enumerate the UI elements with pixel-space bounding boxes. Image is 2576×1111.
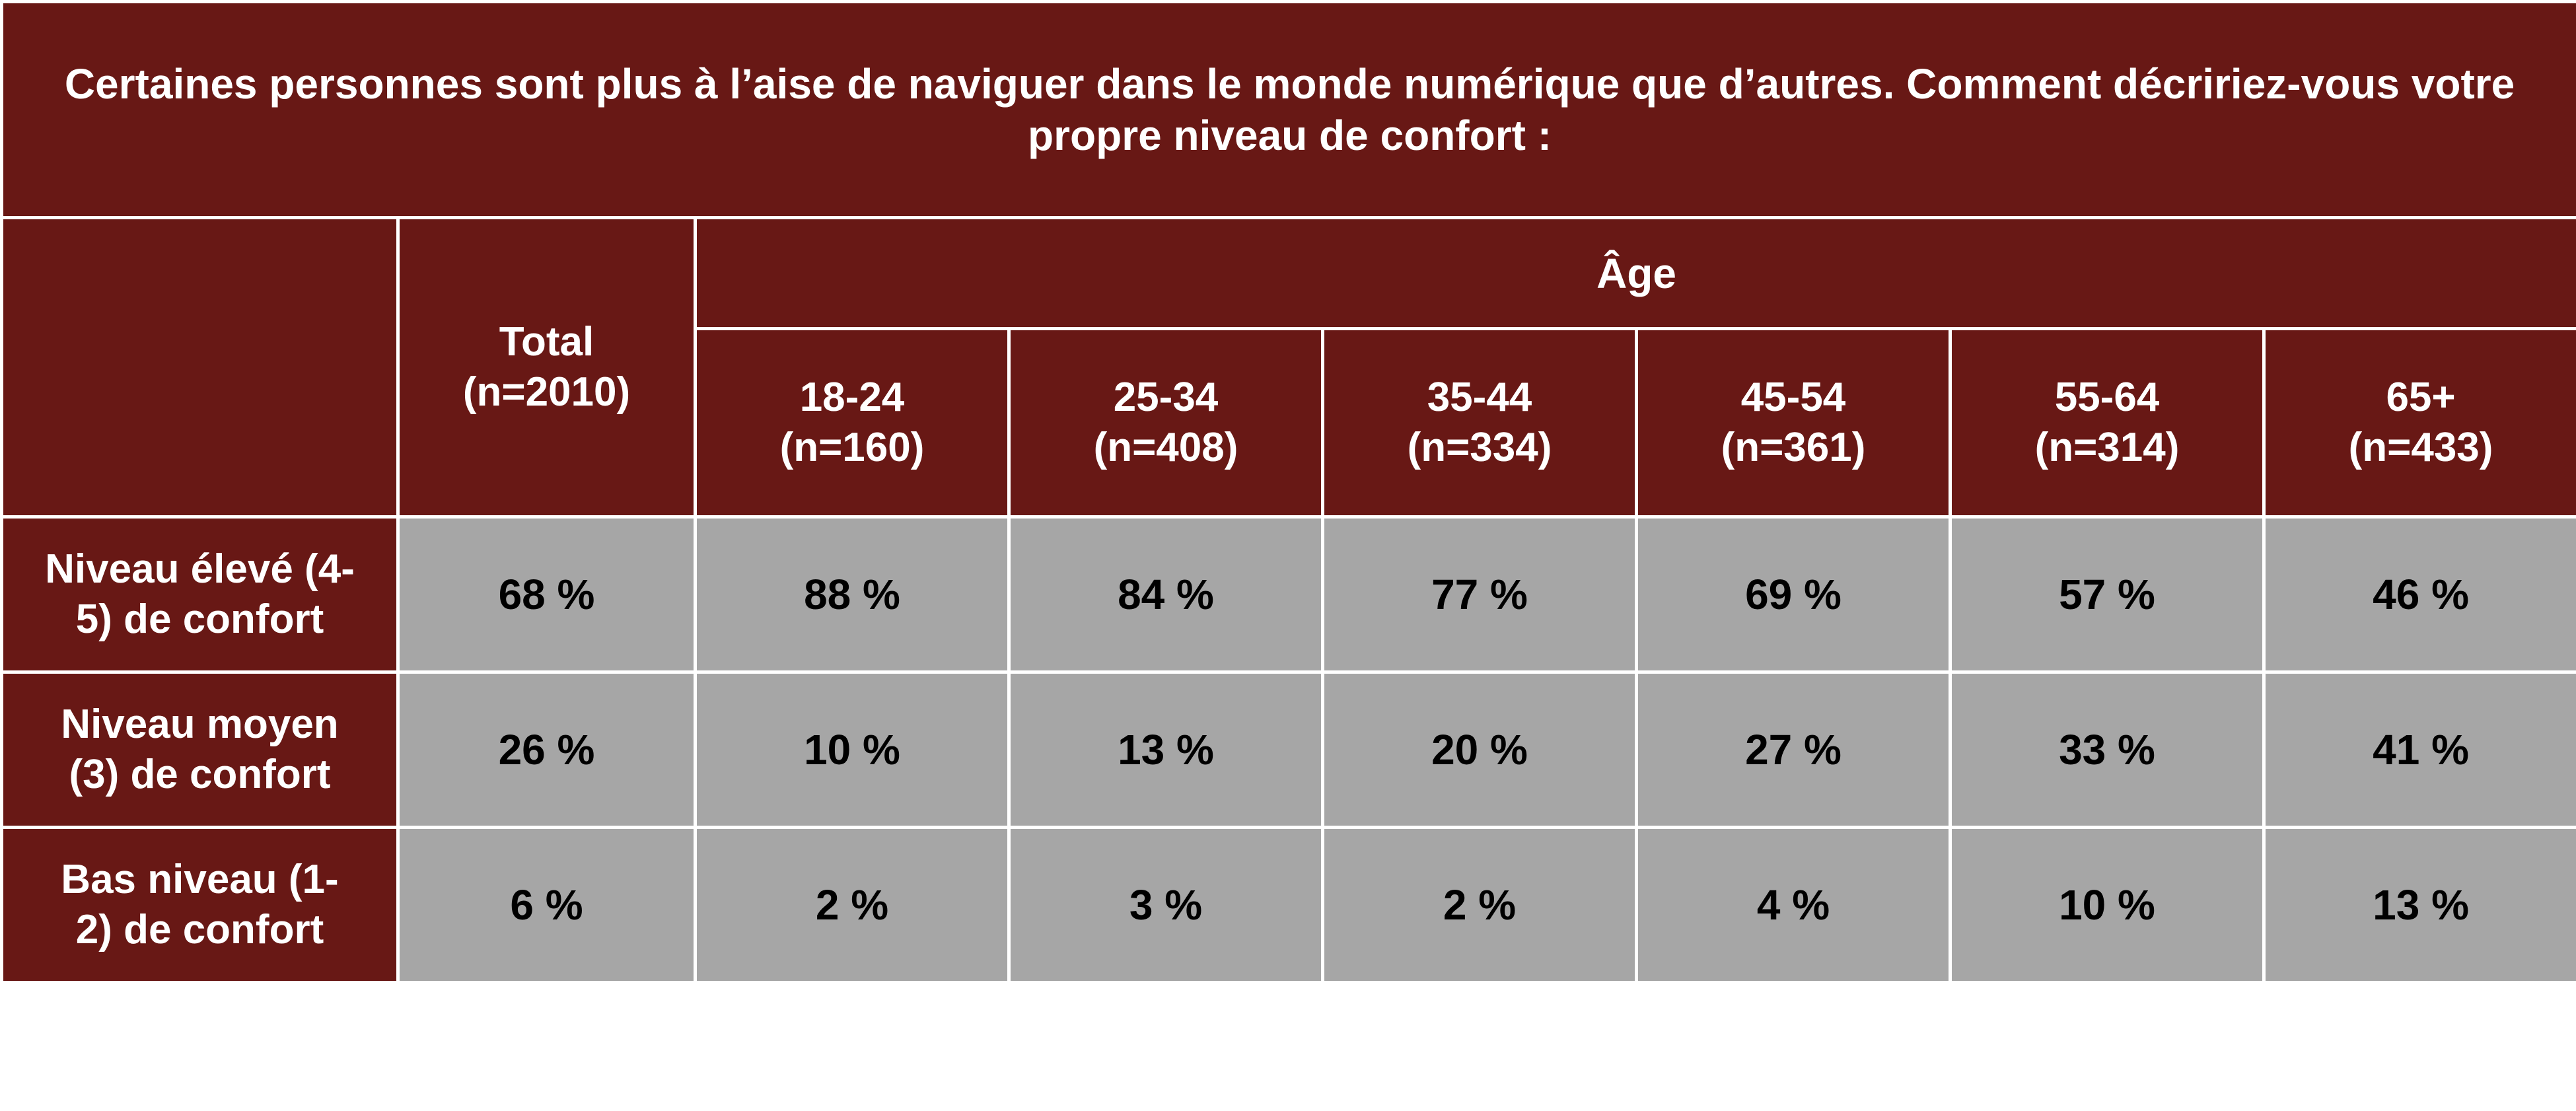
- age-columns-row: 18-24 (n=160) 25-34 (n=408) 35-44 (n=334) 45-5…: [2, 327, 2576, 519]
- column-header-5: 55-64 (n=314): [1949, 327, 2266, 519]
- value-cell: 13 %: [1007, 670, 1324, 829]
- column-header-label: 65+: [2386, 375, 2456, 420]
- value-cell: 69 %: [1635, 515, 1952, 674]
- row-label-line: Niveau moyen: [61, 701, 339, 747]
- column-header-n: (n=160): [779, 425, 925, 470]
- row-label-line: Niveau élevé (4-: [45, 546, 355, 592]
- column-header-6: 65+ (n=433): [2262, 327, 2576, 519]
- value-cell: 46 %: [2262, 515, 2576, 674]
- column-header-n: (n=314): [2034, 425, 2180, 470]
- value-cell: 6 %: [396, 826, 697, 984]
- column-header-label: 35-44: [1427, 375, 1532, 420]
- value-cell: 84 %: [1007, 515, 1324, 674]
- column-header-label: Total: [499, 319, 594, 365]
- corner-cell: [0, 216, 400, 519]
- value-cell: 10 %: [694, 670, 1011, 829]
- value-cell: 10 %: [1949, 826, 2266, 984]
- column-header-label: 25-34: [1113, 375, 1219, 420]
- value-cell: 77 %: [1321, 515, 1638, 674]
- column-header-n: (n=334): [1407, 425, 1552, 470]
- value-cell: 2 %: [1321, 826, 1638, 984]
- column-header-label: 18-24: [799, 375, 905, 420]
- age-group-header: Âge: [693, 216, 2576, 330]
- value-cell: 13 %: [2262, 826, 2576, 984]
- value-cell: 88 %: [694, 515, 1011, 674]
- column-header-4: 45-54 (n=361): [1635, 327, 1952, 519]
- column-header-total: Total (n=2010): [396, 216, 697, 519]
- row-label: Niveau moyen (3) de confort: [0, 670, 400, 829]
- column-header-n: (n=2010): [462, 369, 631, 415]
- column-header-n: (n=361): [1721, 425, 1866, 470]
- column-header-2: 25-34 (n=408): [1007, 327, 1324, 519]
- value-cell: 41 %: [2262, 670, 2576, 829]
- row-label-line: 5) de confort: [75, 596, 324, 642]
- table-row: Niveau moyen (3) de confort 26 % 10 % 13 % 20…: [0, 670, 2576, 829]
- value-cell: 33 %: [1949, 670, 2266, 829]
- value-cell: 26 %: [396, 670, 697, 829]
- row-label-line: (3) de confort: [69, 752, 331, 797]
- column-header-label: 55-64: [2054, 375, 2160, 420]
- table-title: Certaines personnes sont plus à l’aise d…: [0, 0, 2576, 219]
- title-row: Certaines personnes sont plus à l’aise d…: [0, 0, 2576, 219]
- column-header-n: (n=408): [1093, 425, 1238, 470]
- row-label: Niveau élevé (4- 5) de confort: [0, 515, 400, 674]
- value-cell: 4 %: [1635, 826, 1952, 984]
- value-cell: 20 %: [1321, 670, 1638, 829]
- value-cell: 2 %: [694, 826, 1011, 984]
- column-header-3: 35-44 (n=334): [1321, 327, 1638, 519]
- column-header-n: (n=433): [2348, 425, 2493, 470]
- column-header-label: 45-54: [1740, 375, 1846, 420]
- value-cell: 27 %: [1635, 670, 1952, 829]
- row-label-line: 2) de confort: [75, 907, 324, 952]
- value-cell: 57 %: [1949, 515, 2266, 674]
- group-header-row: Total (n=2010) Âge: [0, 216, 2576, 519]
- column-header-1: 18-24 (n=160): [694, 327, 1011, 519]
- value-cell: 3 %: [1007, 826, 1324, 984]
- row-label-line: Bas niveau (1-: [61, 857, 339, 902]
- row-label: Bas niveau (1- 2) de confort: [0, 826, 400, 984]
- table-row: Niveau élevé (4- 5) de confort 68 % 88 % 84 …: [0, 515, 2576, 674]
- table-row: Bas niveau (1- 2) de confort 6 % 2 % 3 % 2 % 4…: [0, 826, 2576, 984]
- value-cell: 68 %: [396, 515, 697, 674]
- survey-table: Certaines personnes sont plus à l’aise d…: [0, 0, 2576, 984]
